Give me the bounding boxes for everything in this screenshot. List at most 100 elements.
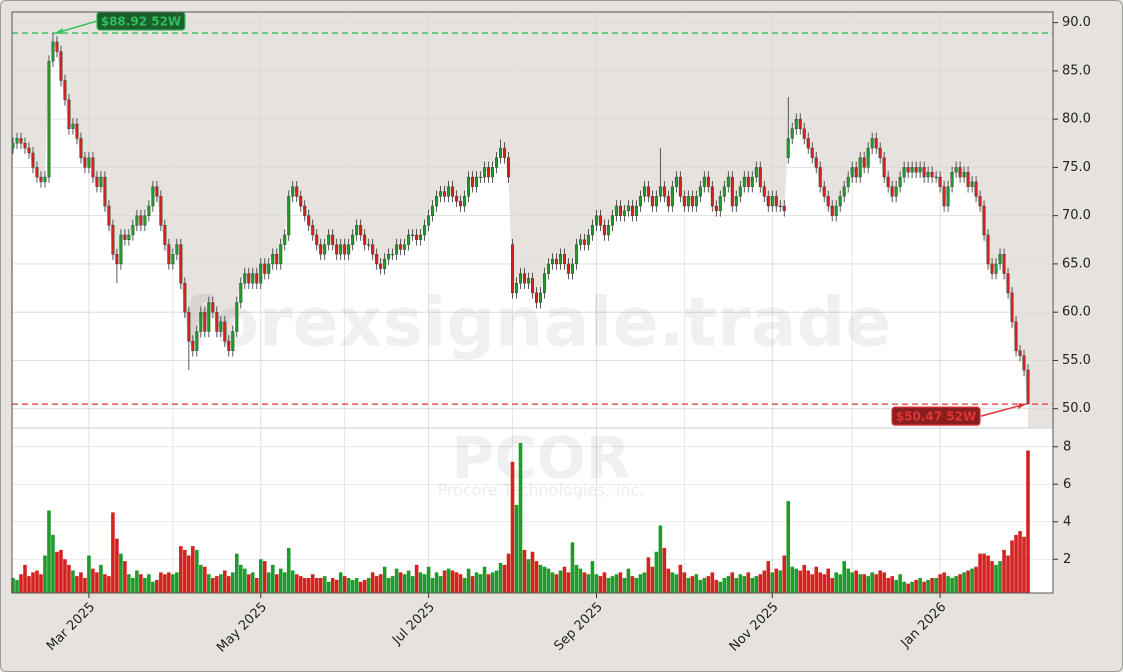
volume-bar: [986, 555, 990, 593]
volume-bar: [79, 572, 83, 593]
candle-body: [922, 167, 926, 178]
candle-body: [123, 234, 127, 240]
candle-body: [634, 205, 638, 216]
candle-body: [431, 205, 435, 216]
volume-bar: [215, 576, 219, 593]
y-tick-label: 80.0: [1062, 112, 1091, 127]
volume-bar: [179, 546, 183, 593]
candle-body: [882, 157, 886, 178]
candle-body: [1002, 254, 1006, 274]
candle-body: [758, 167, 762, 187]
candle-body: [151, 186, 155, 207]
candle-body: [319, 244, 323, 255]
volume-bar: [630, 576, 635, 593]
volume-bar: [382, 566, 387, 593]
volume-bar: [590, 561, 595, 593]
candle-body: [475, 176, 479, 187]
candle-body: [51, 41, 55, 62]
volume-bar: [738, 574, 743, 593]
volume-bar: [502, 564, 507, 593]
volume-bar: [470, 576, 475, 593]
volume-bar: [131, 578, 135, 593]
candle-body: [714, 205, 718, 212]
candle-body: [750, 176, 754, 187]
volume-bar: [51, 534, 55, 593]
candle-body: [794, 118, 798, 129]
candle-body: [754, 167, 758, 178]
volume-bar: [334, 579, 339, 593]
candle-body: [239, 283, 243, 303]
volume-bar: [270, 564, 275, 593]
volume-bar: [123, 561, 127, 593]
candle-body: [35, 167, 39, 178]
candle-body: [471, 176, 475, 187]
candle-body: [890, 186, 894, 197]
volume-bar: [446, 568, 451, 593]
candle-body: [503, 147, 507, 158]
candle-body: [295, 186, 299, 197]
volume-bar: [746, 572, 751, 593]
candle-body: [818, 167, 822, 187]
candle-body: [822, 186, 826, 197]
volume-bar: [187, 555, 191, 593]
volume-bar: [290, 570, 295, 593]
volume-bar: [458, 574, 463, 593]
volume-bar: [922, 581, 926, 593]
candle-body: [87, 157, 91, 168]
volume-bar: [278, 568, 283, 593]
candle-body: [163, 225, 167, 245]
annotation-box: [891, 406, 981, 426]
volume-bar: [330, 578, 335, 593]
y-tick-label: 50.0: [1062, 401, 1091, 416]
volume-bar: [139, 574, 143, 593]
candle-body: [263, 263, 267, 274]
candle-body: [299, 196, 303, 207]
volume-bar: [242, 568, 247, 593]
candle-body: [31, 152, 35, 168]
volume-bar: [610, 576, 615, 593]
candle-body: [19, 138, 23, 144]
candle-body: [23, 143, 27, 149]
volume-bar: [682, 572, 687, 593]
volume-bar: [195, 549, 199, 593]
volume-bar: [674, 574, 679, 593]
candle-body: [874, 138, 878, 149]
candle-body: [395, 244, 399, 255]
volume-bar: [286, 548, 291, 593]
candle-body: [666, 196, 670, 207]
candle-body: [726, 176, 730, 187]
volume-bar: [418, 572, 423, 593]
candle-body: [734, 196, 738, 207]
volume-bar: [562, 566, 567, 593]
volume-bar: [434, 572, 439, 593]
volume-bar: [750, 578, 755, 593]
candle-body: [558, 254, 562, 265]
volume-bar: [346, 578, 351, 593]
volume-bar: [626, 568, 631, 593]
volume-bar: [171, 574, 175, 593]
volume-bar: [19, 574, 23, 593]
volume-bar: [266, 572, 271, 593]
volume-bar: [258, 559, 263, 593]
volume-bar: [882, 572, 886, 593]
candle-body: [147, 205, 151, 216]
volume-bar: [994, 564, 998, 593]
volume-bar: [522, 549, 527, 593]
candle-body: [826, 196, 830, 207]
volume-bar: [530, 551, 535, 593]
candle-body: [738, 186, 742, 197]
watermark-company: Procore Technologies, Inc.: [438, 481, 645, 500]
candle-body: [307, 215, 311, 226]
volume-bar: [638, 574, 643, 593]
candle-body: [39, 176, 43, 183]
volume-bar: [63, 559, 67, 593]
candle-body: [391, 254, 395, 256]
candle-body: [403, 244, 407, 250]
volume-bar: [854, 570, 858, 593]
volume-bar: [254, 578, 259, 593]
candle-body: [686, 196, 690, 207]
volume-bar: [374, 576, 379, 593]
candle-body: [135, 215, 139, 226]
volume-bar: [238, 564, 243, 593]
